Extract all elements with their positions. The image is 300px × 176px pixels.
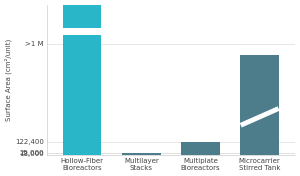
Bar xyxy=(181,142,220,155)
Bar xyxy=(63,28,101,35)
Bar xyxy=(63,5,101,28)
Bar xyxy=(63,35,101,155)
Bar xyxy=(122,153,160,155)
Bar xyxy=(240,55,279,155)
Y-axis label: Surface Area (cm²/unit): Surface Area (cm²/unit) xyxy=(5,39,12,121)
Polygon shape xyxy=(75,0,89,5)
